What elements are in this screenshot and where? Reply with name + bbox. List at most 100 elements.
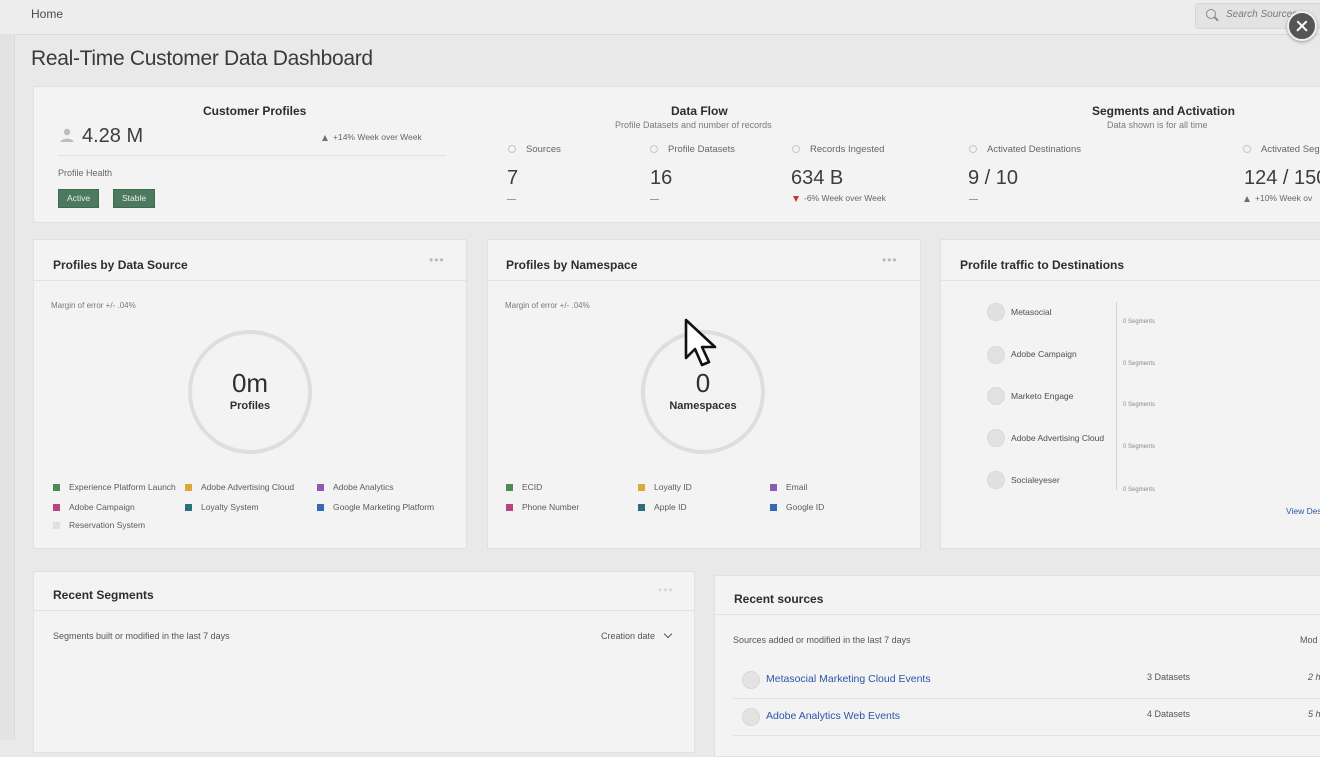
legend-swatch (317, 484, 324, 492)
destinations-card: Profile traffic to Destinations Metasoci… (940, 239, 1320, 549)
page-title: Real-Time Customer Data Dashboard (31, 47, 373, 70)
recent-sources-subtitle: Sources added or modified in the last 7 … (733, 635, 911, 645)
destination-name[interactable]: Socialeyeser (1011, 475, 1060, 485)
legend-swatch (53, 522, 60, 530)
sources-value: 7 (507, 167, 519, 189)
source-link[interactable]: Metasocial Marketing Cloud Events (766, 673, 931, 685)
profiles-by-source-card: Profiles by Data Source ••• Margin of er… (33, 239, 467, 549)
records-ingested-label: Records Ingested (792, 144, 884, 155)
view-destinations-link[interactable]: View Des (1286, 506, 1320, 516)
destination-name[interactable]: Adobe Campaign (1011, 349, 1077, 359)
legend-item: Adobe Campaign (53, 502, 135, 512)
legend-swatch (770, 504, 777, 512)
segments-activation-subtitle: Data shown is for all time (1107, 120, 1208, 130)
profiles-by-namespace-title: Profiles by Namespace (506, 258, 638, 272)
close-icon[interactable] (1287, 11, 1317, 41)
trend-up-icon (1244, 195, 1250, 202)
legend-swatch (638, 484, 645, 492)
breadcrumb-home[interactable]: Home (31, 7, 64, 21)
divider (34, 280, 466, 281)
status-badge-active: Active (58, 189, 100, 208)
row-divider (733, 698, 1320, 699)
donut-center-value: 0m (231, 368, 269, 398)
records-icon (792, 145, 800, 154)
recent-segments-title: Recent Segments (53, 588, 154, 602)
activated-segments-label: Activated Segm (1243, 144, 1320, 155)
legend-item: Reservation System (53, 520, 145, 530)
destination-logo (987, 303, 1005, 321)
customer-profiles-title: Customer Profiles (203, 104, 307, 118)
mouse-cursor-icon (684, 318, 717, 367)
data-flow-subtitle: Profile Datasets and number of records (615, 120, 772, 130)
datasets-icon (650, 145, 658, 154)
profiles-by-namespace-card: Profiles by Namespace ••• Margin of erro… (487, 239, 921, 549)
source-logo (742, 708, 760, 726)
donut-chart (641, 330, 765, 454)
destination-segments: 0 Segments (1123, 402, 1156, 408)
profile-health-label: Profile Health (58, 168, 113, 178)
segments-activation-title: Segments and Activation (1092, 104, 1235, 118)
status-badge-stable: Stable (113, 189, 156, 208)
donut-chart (188, 330, 312, 454)
legend-item: Google ID (770, 502, 824, 512)
donut-center-label: Profiles (229, 400, 271, 412)
recent-sources-card: Recent sources Sources added or modified… (714, 575, 1320, 757)
modified-column-header: Mod (1300, 635, 1318, 645)
recent-segments-card: Recent Segments ••• Segments built or mo… (33, 571, 695, 753)
destination-logo (987, 429, 1005, 447)
legend-item: Loyalty ID (638, 482, 692, 492)
recent-segments-subtitle: Segments built or modified in the last 7… (53, 631, 230, 641)
activated-destinations-label: Activated Destinations (969, 144, 1081, 155)
summary-card: Customer Profiles 4.28 M +14% Week over … (33, 86, 1320, 223)
destinations-title: Profile traffic to Destinations (960, 258, 1125, 272)
destinations-axis (1116, 302, 1117, 490)
destination-name[interactable]: Adobe Advertising Cloud (1011, 433, 1105, 443)
destination-logo (987, 471, 1005, 489)
source-logo (742, 671, 760, 689)
donut-center-value: 0 (695, 368, 711, 398)
destination-name[interactable]: Metasocial (1011, 307, 1052, 317)
customer-profiles-trend: +14% Week over Week (322, 132, 422, 142)
legend-swatch (770, 484, 777, 492)
destinations-dash (969, 199, 978, 200)
trend-down-icon (793, 195, 799, 202)
destination-name[interactable]: Marketo Engage (1011, 391, 1074, 401)
user-icon (60, 128, 74, 142)
legend-swatch (317, 504, 324, 512)
legend-item: Phone Number (506, 502, 579, 512)
records-ingested-value: 634 B (791, 167, 844, 189)
segments-icon (1243, 145, 1251, 154)
sort-dropdown[interactable]: Creation date (601, 629, 673, 641)
legend-item: Loyalty System (185, 502, 259, 512)
customer-profiles-count: 4.28 M (82, 125, 144, 147)
search-placeholder: Search Sources (1226, 9, 1298, 20)
activated-segments-value: 124 / 150 (1244, 167, 1320, 189)
divider (488, 280, 920, 281)
legend-item: Apple ID (638, 502, 687, 512)
source-datasets: 3 Datasets (1147, 672, 1191, 682)
legend-item: Email (770, 482, 807, 492)
destination-logo (987, 387, 1005, 405)
source-link[interactable]: Adobe Analytics Web Events (766, 710, 901, 722)
activated-segments-trend: +10% Week ov (1244, 193, 1312, 203)
sources-icon (508, 145, 516, 154)
legend-item: Google Marketing Platform (317, 502, 434, 512)
legend-swatch (506, 504, 513, 512)
divider (34, 610, 694, 611)
destinations-icon (969, 145, 977, 154)
records-ingested-trend: -6% Week over Week (793, 193, 886, 203)
datasets-dash (650, 199, 659, 200)
top-bar: Home Search Sources (0, 0, 1320, 35)
more-options-icon[interactable]: ••• (882, 253, 898, 267)
recent-sources-title: Recent sources (734, 592, 824, 606)
activated-destinations-value: 9 / 10 (968, 167, 1019, 189)
data-flow-title: Data Flow (671, 104, 728, 118)
source-modified-time: 5 h (1308, 709, 1320, 719)
more-options-icon[interactable]: ••• (429, 253, 445, 267)
destination-segments: 0 Segments (1123, 361, 1156, 367)
sources-label: Sources (508, 144, 561, 155)
search-icon (1206, 9, 1216, 19)
legend-item: ECID (506, 482, 542, 492)
more-options-icon[interactable]: ••• (658, 583, 674, 597)
divider (58, 155, 446, 156)
